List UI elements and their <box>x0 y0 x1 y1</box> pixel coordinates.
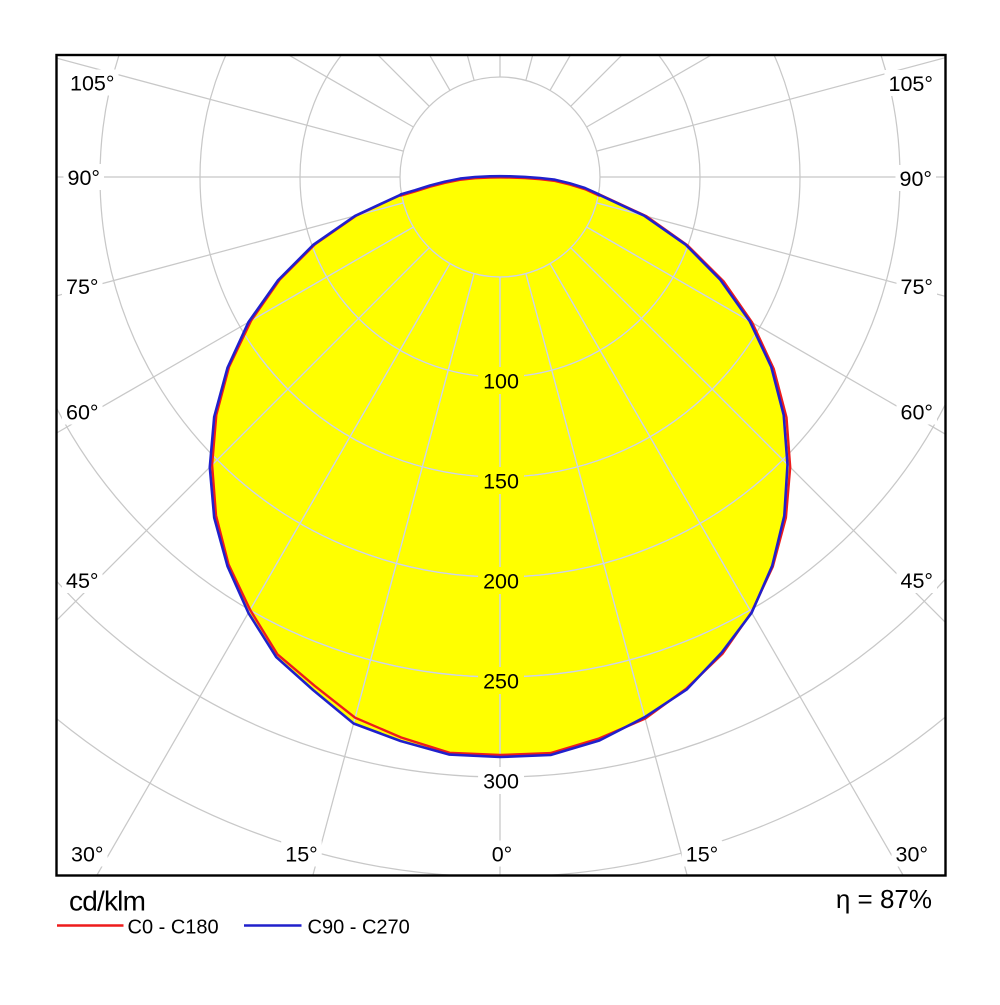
svg-text:0°: 0° <box>492 842 513 866</box>
svg-text:300: 300 <box>483 769 519 793</box>
svg-text:105°: 105° <box>889 72 933 96</box>
svg-text:105°: 105° <box>70 71 114 95</box>
svg-text:150: 150 <box>483 469 519 493</box>
svg-text:45°: 45° <box>66 569 99 593</box>
svg-text:C90 - C270: C90 - C270 <box>308 917 410 939</box>
svg-text:250: 250 <box>483 669 519 693</box>
svg-text:200: 200 <box>483 569 519 593</box>
svg-text:30°: 30° <box>895 842 928 866</box>
svg-text:C0 - C180: C0 - C180 <box>128 917 219 939</box>
svg-text:30°: 30° <box>71 842 104 866</box>
svg-text:60°: 60° <box>66 400 99 424</box>
svg-text:100: 100 <box>483 369 519 393</box>
svg-text:90°: 90° <box>899 167 932 191</box>
svg-text:90°: 90° <box>68 166 101 190</box>
svg-text:75°: 75° <box>900 275 933 299</box>
svg-text:60°: 60° <box>900 400 933 424</box>
svg-text:45°: 45° <box>900 569 933 593</box>
svg-text:cd/klm: cd/klm <box>69 886 145 917</box>
svg-text:15°: 15° <box>686 842 719 866</box>
svg-text:η = 87%: η = 87% <box>836 884 932 914</box>
svg-text:75°: 75° <box>66 275 99 299</box>
svg-text:15°: 15° <box>285 842 318 866</box>
